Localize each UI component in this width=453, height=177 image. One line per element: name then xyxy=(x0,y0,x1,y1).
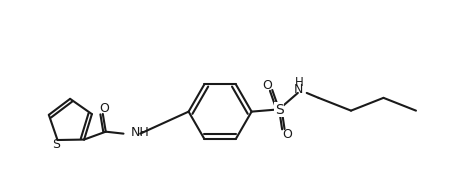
Text: H: H xyxy=(294,76,303,89)
Text: NH: NH xyxy=(130,126,149,139)
Text: S: S xyxy=(53,138,61,152)
Text: O: O xyxy=(282,128,292,141)
Text: O: O xyxy=(262,79,272,92)
Text: O: O xyxy=(99,102,109,115)
Text: N: N xyxy=(294,84,304,96)
Text: S: S xyxy=(275,103,284,117)
